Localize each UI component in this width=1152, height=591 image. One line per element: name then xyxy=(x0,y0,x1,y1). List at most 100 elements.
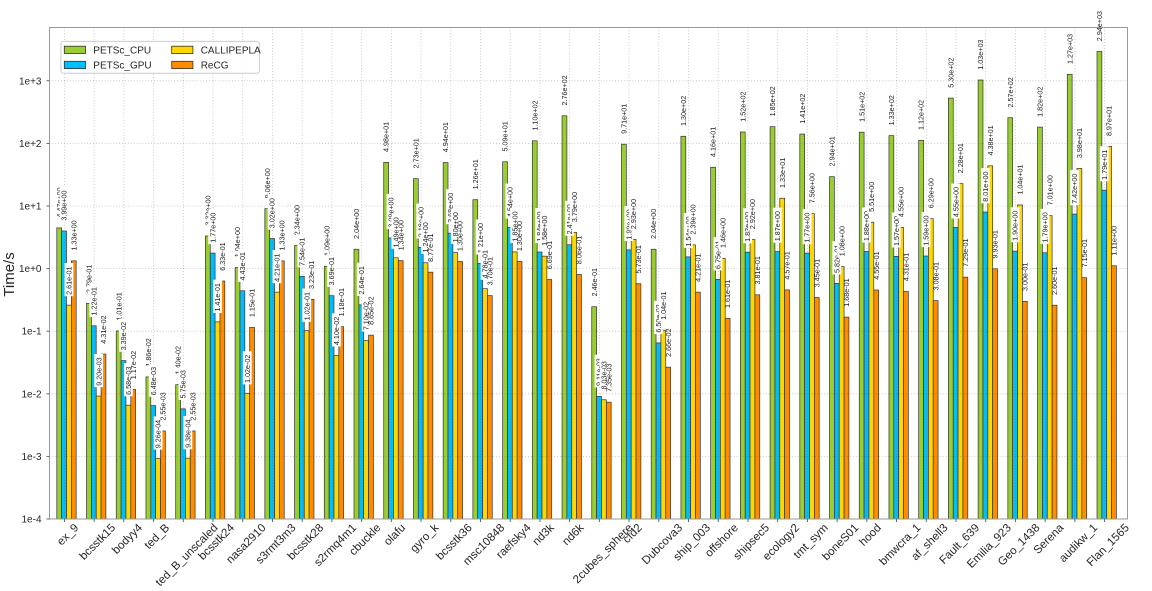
svg-text:1.04e-01: 1.04e-01 xyxy=(659,291,668,319)
svg-text:4.10e-02: 4.10e-02 xyxy=(332,317,341,345)
svg-text:1.57e+00: 1.57e+00 xyxy=(892,216,901,246)
svg-text:7.29e-01: 7.29e-01 xyxy=(961,239,970,267)
svg-text:1.88e+00: 1.88e+00 xyxy=(862,211,871,241)
svg-text:2.34e+00: 2.34e+00 xyxy=(293,205,302,235)
svg-text:3.79e+00: 3.79e+00 xyxy=(570,192,579,222)
svg-text:1.84e+00: 1.84e+00 xyxy=(535,212,544,242)
svg-text:1.11e+00: 1.11e+00 xyxy=(1110,226,1119,256)
svg-text:1.03e+03: 1.03e+03 xyxy=(976,40,985,70)
svg-text:3.08e-01: 3.08e-01 xyxy=(931,262,940,290)
svg-text:6.50e-02: 6.50e-02 xyxy=(654,304,663,332)
svg-text:3.23e-01: 3.23e-01 xyxy=(307,261,316,289)
svg-text:5.09e+01: 5.09e+01 xyxy=(501,121,510,151)
svg-text:6.33e-01: 6.33e-01 xyxy=(218,242,227,270)
svg-text:1e-4: 1e-4 xyxy=(21,515,41,526)
svg-text:1.85e+00: 1.85e+00 xyxy=(510,211,519,241)
svg-text:2.94e+01: 2.94e+01 xyxy=(828,136,837,166)
svg-text:3.68e+00: 3.68e+00 xyxy=(446,193,455,223)
svg-text:4.38e+01: 4.38e+01 xyxy=(986,125,995,155)
svg-text:2.46e-01: 2.46e-01 xyxy=(590,268,599,296)
svg-text:1.02e-01: 1.02e-01 xyxy=(302,292,311,320)
svg-text:1.80e+00: 1.80e+00 xyxy=(451,212,460,242)
svg-text:1.26e+01: 1.26e+01 xyxy=(471,159,480,189)
svg-text:1.41e-01: 1.41e-01 xyxy=(213,283,222,311)
svg-text:1.87e+00: 1.87e+00 xyxy=(773,211,782,241)
svg-text:3.02e+00: 3.02e+00 xyxy=(268,198,277,228)
svg-text:Time/s: Time/s xyxy=(1,252,18,296)
svg-text:9.06e+00: 9.06e+00 xyxy=(263,168,272,198)
svg-text:8.06e-01: 8.06e-01 xyxy=(575,236,584,264)
svg-text:2.04e+00: 2.04e+00 xyxy=(352,209,361,239)
svg-text:3.99e+00: 3.99e+00 xyxy=(60,190,69,220)
svg-text:1.68e-01: 1.68e-01 xyxy=(842,278,851,306)
svg-text:1e+2: 1e+2 xyxy=(19,139,42,150)
svg-text:6.29e+00: 6.29e+00 xyxy=(926,178,935,208)
svg-text:3.81e-01: 3.81e-01 xyxy=(753,256,762,284)
svg-text:1.10e+02: 1.10e+02 xyxy=(530,100,539,130)
svg-text:6.69e-01: 6.69e-01 xyxy=(545,241,554,269)
svg-text:1.18e-01: 1.18e-01 xyxy=(337,288,346,316)
svg-text:7.54e-01: 7.54e-01 xyxy=(297,238,306,266)
svg-text:6.75e-01: 6.75e-01 xyxy=(714,241,723,269)
svg-text:1.52e+02: 1.52e+02 xyxy=(738,92,747,122)
svg-text:1.90e+00: 1.90e+00 xyxy=(1011,211,1020,241)
svg-text:4.16e+01: 4.16e+01 xyxy=(709,127,718,157)
svg-text:1.86e-02: 1.86e-02 xyxy=(144,338,153,366)
svg-text:4.21e-01: 4.21e-01 xyxy=(694,253,703,281)
svg-text:2.41e+00: 2.41e+00 xyxy=(565,204,574,234)
svg-text:2.92e+00: 2.92e+00 xyxy=(748,199,757,229)
svg-text:7.01e+00: 7.01e+00 xyxy=(1045,175,1054,205)
svg-text:9.71e+01: 9.71e+01 xyxy=(620,104,629,134)
svg-text:8.03e-03: 8.03e-03 xyxy=(599,361,608,389)
svg-text:1.77e+00: 1.77e+00 xyxy=(208,213,217,243)
svg-text:4.21e-01: 4.21e-01 xyxy=(273,253,282,281)
svg-text:1.40e-02: 1.40e-02 xyxy=(174,346,183,374)
svg-text:1.22e-01: 1.22e-01 xyxy=(89,287,98,315)
svg-text:3.32e+00: 3.32e+00 xyxy=(203,195,212,225)
svg-text:3.00e-01: 3.00e-01 xyxy=(1020,263,1029,291)
svg-text:8.97e+01: 8.97e+01 xyxy=(1105,106,1114,136)
svg-text:1.54e+00: 1.54e+00 xyxy=(684,216,693,246)
svg-text:1.34e+00: 1.34e+00 xyxy=(396,220,405,250)
svg-text:1.01e-01: 1.01e-01 xyxy=(114,292,123,320)
svg-text:1.46e+00: 1.46e+00 xyxy=(718,218,727,248)
svg-text:1.51e+02: 1.51e+02 xyxy=(857,92,866,122)
svg-text:PETSc_CPU: PETSc_CPU xyxy=(93,45,151,56)
svg-text:2.57e+02: 2.57e+02 xyxy=(1006,77,1015,107)
svg-text:1e-2: 1e-2 xyxy=(21,389,41,400)
svg-text:7.56e+00: 7.56e+00 xyxy=(808,173,817,203)
svg-text:1.85e+02: 1.85e+02 xyxy=(768,86,777,116)
svg-text:CALLIPEPLA: CALLIPEPLA xyxy=(201,45,261,56)
svg-text:7.15e-01: 7.15e-01 xyxy=(1080,239,1089,267)
svg-text:5.73e-01: 5.73e-01 xyxy=(634,245,643,273)
svg-text:PETSc_GPU: PETSc_GPU xyxy=(93,60,151,71)
svg-text:8.01e+00: 8.01e+00 xyxy=(981,172,990,202)
svg-text:5.82e-01: 5.82e-01 xyxy=(832,245,841,273)
svg-text:9.26e-04: 9.26e-04 xyxy=(154,420,163,448)
svg-text:4.78e-01: 4.78e-01 xyxy=(481,250,490,278)
svg-text:1.41e+02: 1.41e+02 xyxy=(798,94,807,124)
svg-text:4.55e+00: 4.55e+00 xyxy=(897,187,906,217)
svg-text:1.59e+00: 1.59e+00 xyxy=(922,216,931,246)
svg-text:8.65e-02: 8.65e-02 xyxy=(367,296,376,324)
svg-text:1.04e+00: 1.04e+00 xyxy=(233,227,242,257)
svg-text:3.39e-02: 3.39e-02 xyxy=(119,322,128,350)
svg-text:1.49e+00: 1.49e+00 xyxy=(391,217,400,247)
svg-text:1.09e+00: 1.09e+00 xyxy=(322,226,331,256)
svg-text:1e+1: 1e+1 xyxy=(19,202,42,213)
svg-text:1.30e+02: 1.30e+02 xyxy=(679,96,688,126)
svg-text:4.31e-02: 4.31e-02 xyxy=(99,315,108,343)
svg-text:1.27e+03: 1.27e+03 xyxy=(1065,34,1074,64)
svg-text:5.51e+00: 5.51e+00 xyxy=(867,182,876,212)
svg-text:1.08e+00: 1.08e+00 xyxy=(837,226,846,256)
svg-text:2.60e-01: 2.60e-01 xyxy=(1050,267,1059,295)
svg-text:ReCG: ReCG xyxy=(201,60,229,71)
svg-text:2.73e+01: 2.73e+01 xyxy=(411,138,420,168)
svg-text:6.58e-03: 6.58e-03 xyxy=(124,367,133,395)
svg-text:3.98e+01: 3.98e+01 xyxy=(1075,128,1084,158)
svg-text:1.33e+00: 1.33e+00 xyxy=(69,220,78,250)
svg-text:6.48e-03: 6.48e-03 xyxy=(149,367,158,395)
svg-text:4.55e+00: 4.55e+00 xyxy=(951,187,960,217)
svg-text:4.43e-01: 4.43e-01 xyxy=(238,252,247,280)
svg-text:3.69e-01: 3.69e-01 xyxy=(327,257,336,285)
